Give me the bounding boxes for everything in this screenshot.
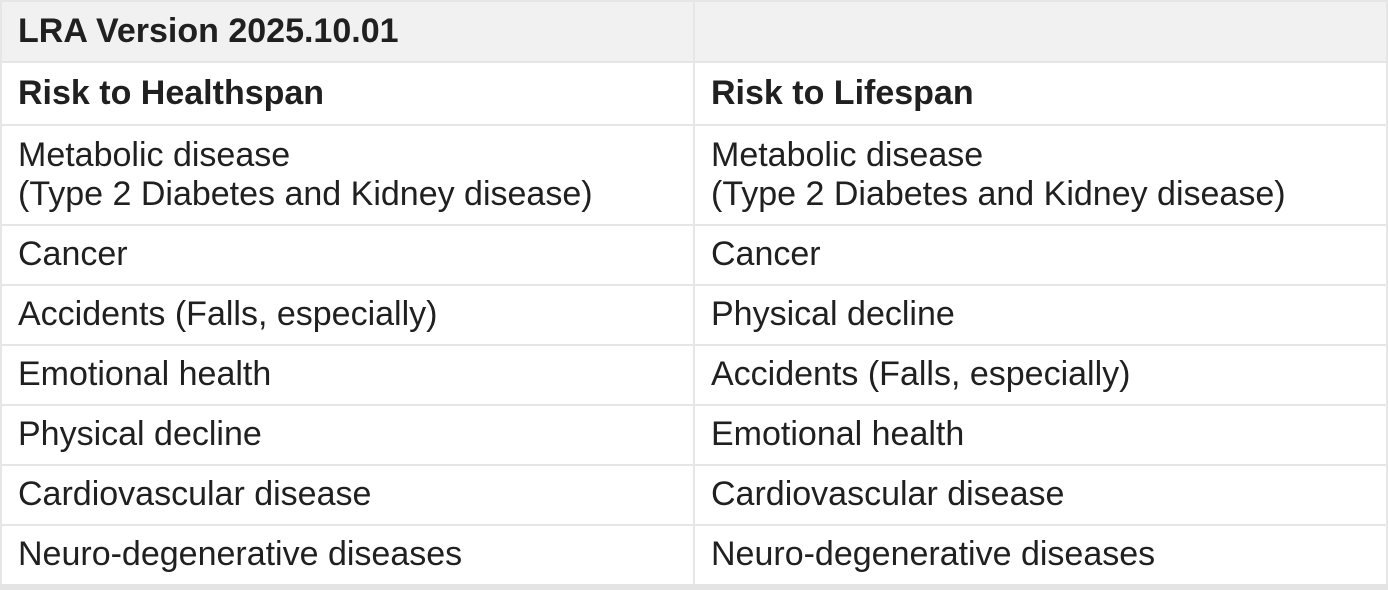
lifespan-cell: Accidents (Falls, especially) (693, 344, 1388, 406)
lifespan-cell: Physical decline (693, 284, 1388, 346)
healthspan-cell: Accidents (Falls, especially) (0, 284, 695, 346)
column-header-row: Risk to Healthspan Risk to Lifespan (0, 61, 1388, 126)
table-row-cardiovascular: Cardiovascular disease Cardiovascular di… (0, 464, 1388, 526)
lifespan-cell: Metabolic disease (Type 2 Diabetes and K… (693, 124, 1388, 226)
healthspan-cell: Metabolic disease (Type 2 Diabetes and K… (0, 124, 695, 226)
healthspan-cell: Emotional health (0, 344, 695, 406)
table-row-cancer: Cancer Cancer (0, 224, 1388, 286)
version-header-row: LRA Version 2025.10.01 (0, 0, 1388, 63)
lifespan-cell: Cardiovascular disease (693, 464, 1388, 526)
lifespan-column-header: Risk to Lifespan (693, 61, 1388, 126)
healthspan-cell: Physical decline (0, 404, 695, 466)
table-row-metabolic: Metabolic disease (Type 2 Diabetes and K… (0, 124, 1388, 226)
table-row-4: Emotional health Accidents (Falls, espec… (0, 344, 1388, 406)
table-row-5: Physical decline Emotional health (0, 404, 1388, 466)
healthspan-cell: Neuro-degenerative diseases (0, 524, 695, 588)
healthspan-cell: Cancer (0, 224, 695, 286)
table-row-neurodegenerative: Neuro-degenerative diseases Neuro-degene… (0, 524, 1388, 588)
version-title: LRA Version 2025.10.01 (0, 0, 695, 63)
version-empty-cell (693, 0, 1388, 63)
healthspan-cell: Cardiovascular disease (0, 464, 695, 526)
healthspan-column-header: Risk to Healthspan (0, 61, 695, 126)
lifespan-cell: Cancer (693, 224, 1388, 286)
lifespan-cell: Neuro-degenerative diseases (693, 524, 1388, 588)
lifespan-cell: Emotional health (693, 404, 1388, 466)
table-row-3: Accidents (Falls, especially) Physical d… (0, 284, 1388, 346)
